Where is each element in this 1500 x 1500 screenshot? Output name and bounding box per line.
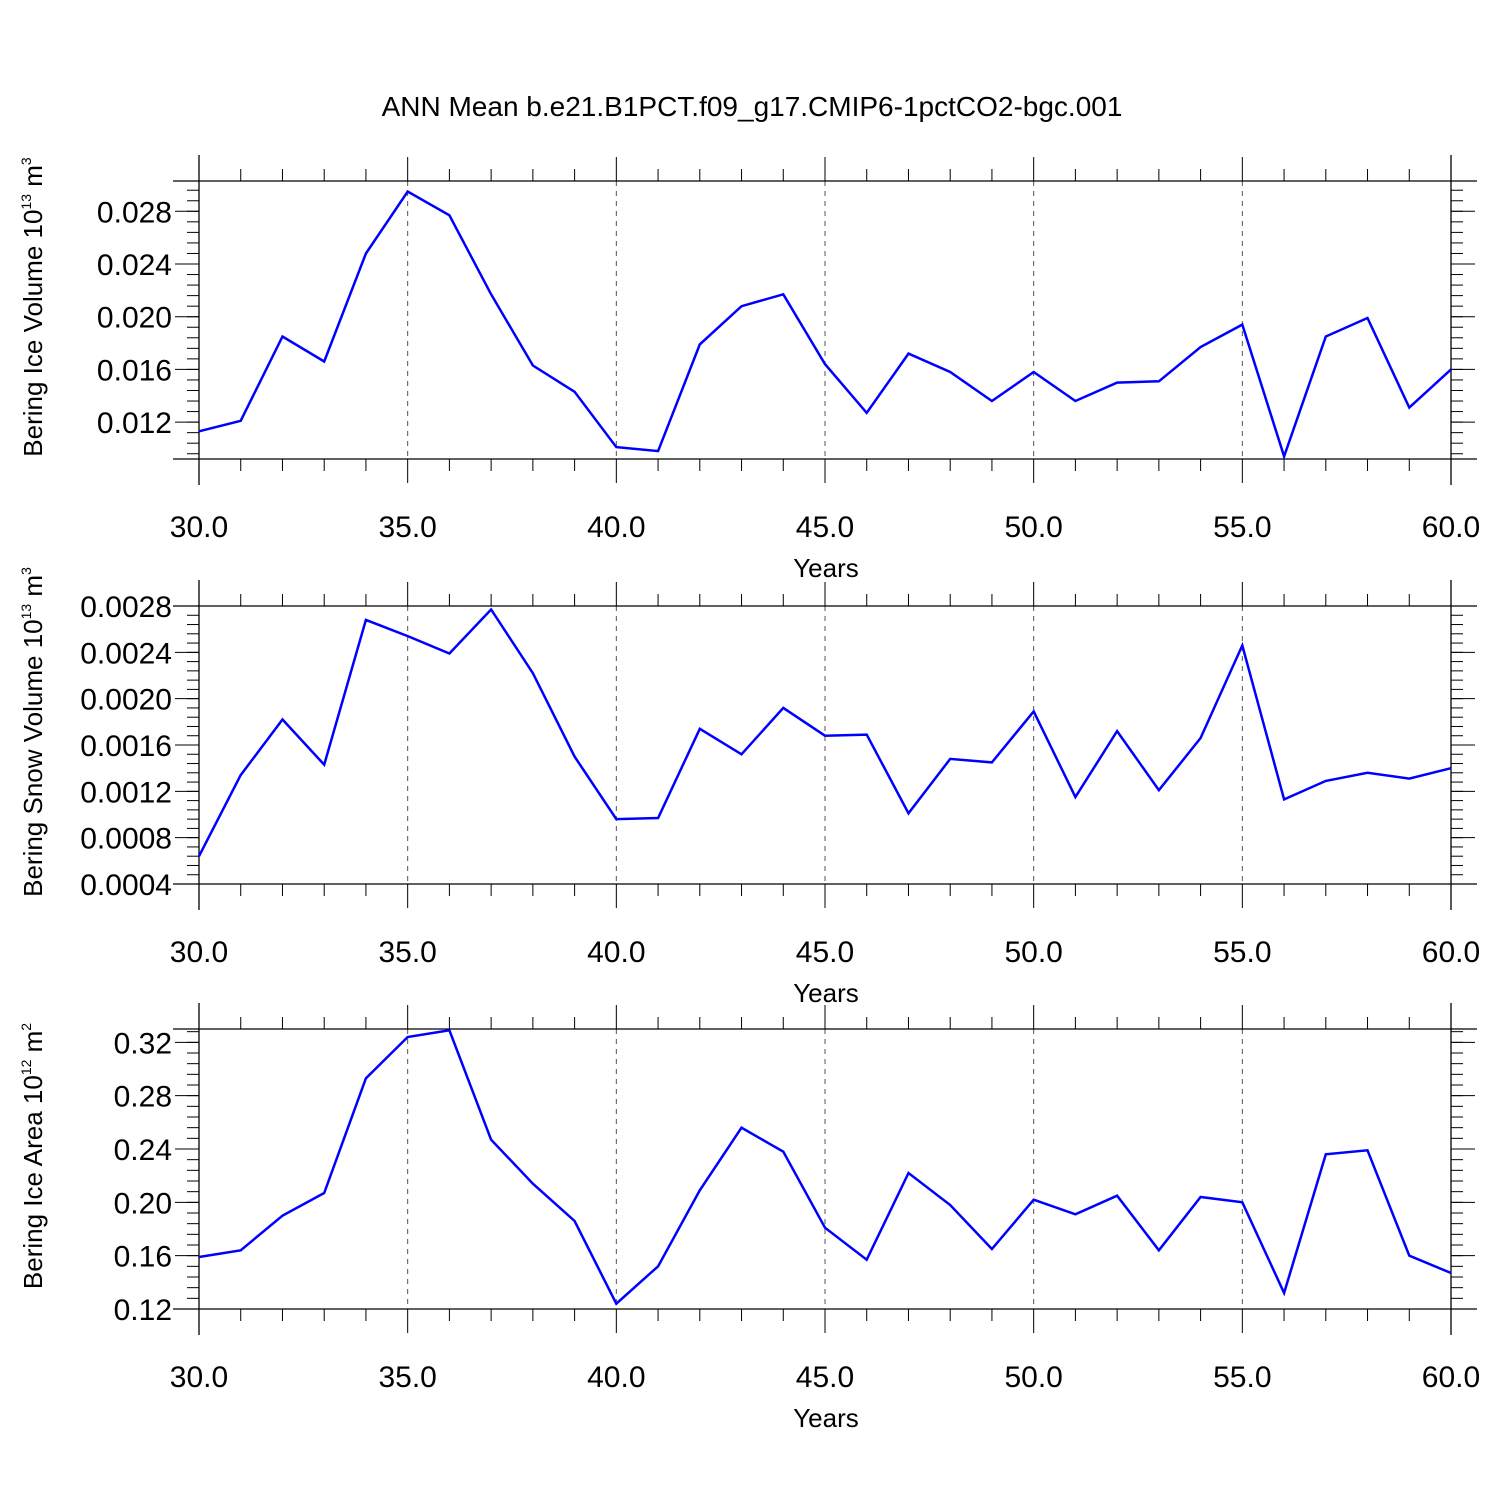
x-tick-label: 55.0 [1213, 1361, 1271, 1394]
x-tick-label: 35.0 [378, 1361, 436, 1394]
y-axis-title: Bering Snow Volume 1013 m3 [18, 567, 48, 897]
unit-text: m [18, 575, 48, 604]
x-axis-title: Years [793, 1403, 859, 1433]
y-tick-label: 0.024 [97, 249, 172, 282]
y-tick-label: 0.0024 [80, 637, 172, 670]
y-axis-title: Bering Ice Volume 1013 m3 [18, 157, 48, 457]
unit-exponent: 13 [18, 604, 34, 620]
unit-exponent: 3 [18, 567, 34, 575]
y-tick-label: 0.24 [114, 1134, 172, 1167]
y-tick-label: 0.0004 [80, 869, 172, 902]
x-axis-title: Years [793, 553, 859, 583]
unit-text: m [18, 1031, 48, 1060]
x-tick-label: 60.0 [1422, 936, 1480, 969]
x-axis-title: Years [793, 978, 859, 1008]
x-tick-label: 55.0 [1213, 511, 1271, 544]
unit-exponent: 3 [18, 157, 34, 165]
y-tick-label: 0.28 [114, 1081, 172, 1114]
plot-panel-3: 0.12 0.16 0.20 0.24 0.28 0.32 30.0 35.0 40.0 45.0… [18, 1003, 1480, 1433]
x-tick-label: 50.0 [1004, 936, 1062, 969]
x-tick-label: 50.0 [1004, 1361, 1062, 1394]
x-tick-label: 55.0 [1213, 936, 1271, 969]
y-tick-label: 0.20 [114, 1187, 172, 1220]
unit-exponent: 13 [18, 194, 34, 210]
y-tick-label: 0.028 [97, 196, 172, 229]
y-tick-label: 0.0016 [80, 730, 172, 763]
plot-panel-2: 0.0004 0.0008 0.0012 0.0016 0.0020 0.0024 0.00… [18, 567, 1480, 1008]
unit-exponent: 2 [18, 1023, 34, 1031]
x-tick-label: 60.0 [1422, 1361, 1480, 1394]
y-tick-label: 0.0020 [80, 684, 172, 717]
y-tick-label: 0.32 [114, 1027, 172, 1060]
x-tick-label: 30.0 [170, 1361, 228, 1394]
y-label-text: Bering Snow Volume 10 [18, 619, 48, 897]
x-tick-label: 60.0 [1422, 511, 1480, 544]
chart-title: ANN Mean b.e21.B1PCT.f09_g17.CMIP6-1pctC… [382, 91, 1123, 122]
x-tick-label: 35.0 [378, 511, 436, 544]
x-tick-label: 45.0 [796, 511, 854, 544]
series-line [198, 189, 1452, 461]
series-line [197, 607, 1452, 857]
unit-text: m [18, 165, 48, 194]
plot-panel-1: 0.012 0.016 0.020 0.024 0.028 30.0 35.0 40.0 45.… [18, 155, 1480, 583]
y-tick-label: 0.0028 [80, 591, 172, 624]
x-tick-label: 40.0 [587, 511, 645, 544]
y-tick-label: 0.0008 [80, 823, 172, 856]
y-label-text: Bering Ice Area 10 [18, 1075, 48, 1289]
y-tick-label: 0.16 [114, 1241, 172, 1274]
y-tick-label: 0.012 [97, 407, 172, 440]
x-tick-label: 30.0 [170, 936, 228, 969]
x-tick-label: 50.0 [1004, 511, 1062, 544]
x-tick-label: 45.0 [796, 936, 854, 969]
x-tick-label: 40.0 [587, 936, 645, 969]
x-tick-label: 30.0 [170, 511, 228, 544]
y-tick-label: 0.0012 [80, 776, 172, 809]
y-axis-title: Bering Ice Area 1012 m2 [18, 1023, 48, 1289]
series-line [198, 1028, 1452, 1306]
x-tick-label: 40.0 [587, 1361, 645, 1394]
y-tick-label: 0.020 [97, 302, 172, 335]
x-tick-label: 45.0 [796, 1361, 854, 1394]
unit-exponent: 12 [18, 1059, 34, 1075]
y-tick-label: 0.12 [114, 1294, 172, 1327]
y-label-text: Bering Ice Volume 10 [18, 210, 48, 457]
x-tick-label: 35.0 [378, 936, 436, 969]
y-tick-label: 0.016 [97, 354, 172, 387]
